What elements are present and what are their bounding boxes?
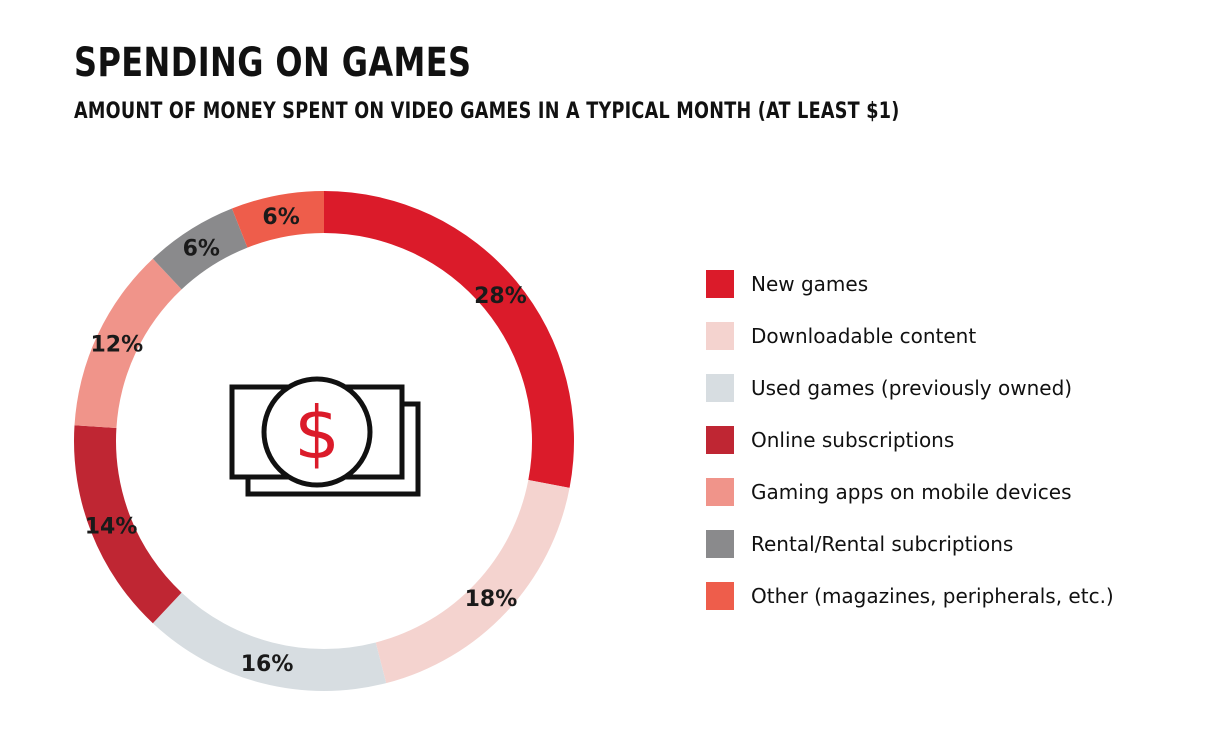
legend-label: Gaming apps on mobile devices (751, 480, 1072, 504)
legend-swatch (706, 478, 734, 506)
chart-legend: New games Downloadable content Used games … (706, 258, 1114, 622)
slice-data-label-5: 12% (90, 332, 143, 357)
slice-data-label-6: 6% (183, 237, 220, 262)
donut-slice-4 (74, 425, 182, 624)
legend-label: Downloadable content (751, 324, 977, 348)
donut-slice-5 (74, 258, 182, 428)
legend-swatch (706, 322, 734, 350)
legend-item: Rental/Rental subcriptions (706, 518, 1114, 570)
donut-slice-7 (231, 191, 324, 248)
legend-label: Rental/Rental subcriptions (751, 532, 1014, 556)
legend-swatch (706, 426, 734, 454)
legend-label: Online subscriptions (751, 428, 955, 452)
legend-label: Other (magazines, peripherals, etc.) (751, 584, 1114, 608)
legend-item: Online subscriptions (706, 414, 1114, 466)
legend-item: Downloadable content (706, 310, 1114, 362)
donut-slice-1 (324, 191, 575, 488)
slice-data-label-1: 28% (474, 284, 527, 309)
donut-slice-3 (152, 592, 387, 691)
svg-text:$: $ (294, 391, 340, 475)
legend-swatch (706, 582, 734, 610)
slice-data-label-2: 18% (465, 587, 518, 612)
donut-slice-6 (152, 208, 248, 290)
dollar-bill-icon: $ (229, 376, 421, 497)
legend-item: Gaming apps on mobile devices (706, 466, 1114, 518)
legend-label: Used games (previously owned) (751, 376, 1073, 400)
legend-label: New games (751, 272, 869, 296)
chart-subtitle: AMOUNT OF MONEY SPENT ON VIDEO GAMES IN … (74, 99, 900, 124)
legend-item: Other (magazines, peripherals, etc.) (706, 570, 1114, 622)
chart-title: SPENDING ON GAMES (74, 40, 472, 86)
legend-item: New games (706, 258, 1114, 310)
slice-data-label-4: 14% (85, 514, 138, 539)
slice-data-label-3: 16% (241, 652, 294, 677)
legend-swatch (706, 270, 734, 298)
legend-swatch (706, 530, 734, 558)
legend-item: Used games (previously owned) (706, 362, 1114, 414)
slice-data-label-7: 6% (262, 205, 299, 230)
legend-swatch (706, 374, 734, 402)
donut-slice-2 (375, 479, 570, 684)
